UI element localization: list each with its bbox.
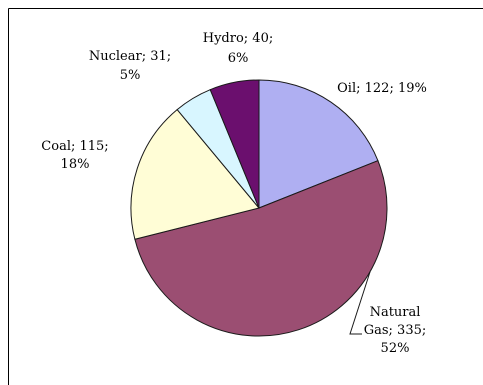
leader-lines: [349, 271, 371, 335]
slice-labels: Oil; 122; 19% Natural Gas; 335; 52% Coal; 11…: [41, 31, 427, 356]
data-label-hydro-line1: Hydro; 40;: [203, 31, 273, 46]
pie-slices: [130, 79, 388, 337]
data-label-natural-gas-line2: Gas; 335;: [364, 323, 427, 338]
pie-slice-natural-gas: [134, 160, 388, 337]
data-label-hydro-line2: 6%: [228, 51, 249, 66]
data-label-natural-gas-line3: 52%: [381, 341, 410, 356]
plot-border: [8, 8, 483, 385]
data-label-oil-line1: Oil; 122; 19%: [337, 81, 427, 96]
leader-line-natural-gas: [349, 271, 371, 335]
data-label-coal-line1: Coal; 115;: [41, 139, 108, 154]
pie-slice-coal: [130, 108, 260, 240]
data-label-natural-gas-line1: Natural: [370, 305, 421, 320]
data-label-coal-line2: 18%: [61, 157, 90, 172]
pie-slice-oil: [258, 79, 379, 209]
data-label-nuclear-line2: 5%: [120, 68, 141, 83]
pie-slice-hydro: [209, 79, 260, 209]
data-label-nuclear-line1: Nuclear; 31;: [89, 49, 171, 64]
